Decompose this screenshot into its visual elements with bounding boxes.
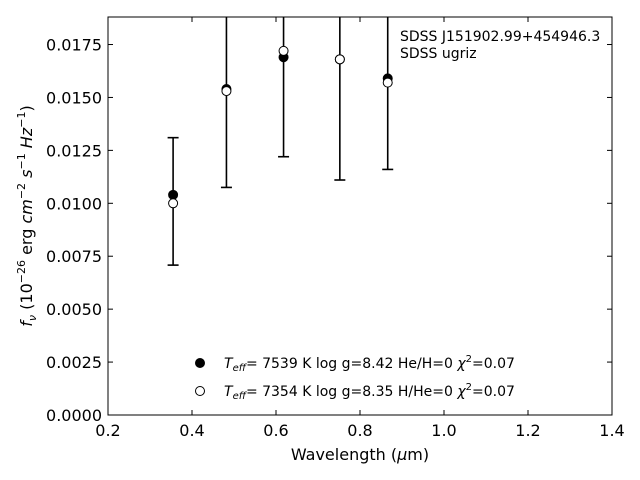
axis-ticks: 0.2 0.4 0.6 0.8 1.0 1.2 1.4 0.0000 0.0025 0.0050 0…	[46, 17, 625, 440]
data-points	[168, 45, 393, 209]
legend: Teff= 7539 K log g=8.42 He/H=0 χ2=0.07 T…	[195, 354, 515, 402]
x-axis-title: Wavelength (μm)	[291, 445, 429, 464]
data-point-open	[278, 45, 289, 56]
legend-label-2: Teff= 7354 K log g=8.35 H/He=0 χ2=0.07	[224, 382, 515, 402]
y-tick-label: 0.0100	[46, 194, 102, 213]
x-tick-label: 1.0	[431, 421, 456, 440]
data-point-open	[382, 77, 393, 88]
data-point-open	[221, 86, 232, 97]
y-axis-title: fν (10−26 erg cm−2 s−1 Hz−1)	[15, 105, 39, 326]
y-tick-label: 0.0125	[46, 141, 102, 160]
legend-marker-open	[195, 386, 205, 396]
x-tick-label: 0.6	[263, 421, 288, 440]
legend-label-1: Teff= 7539 K log g=8.42 He/H=0 χ2=0.07	[224, 354, 515, 374]
y-tick-label: 0.0175	[46, 36, 102, 55]
data-point-open	[168, 198, 179, 209]
legend-marker-filled	[195, 358, 205, 368]
data-point-filled	[168, 189, 179, 200]
x-tick-label: 1.4	[599, 421, 624, 440]
annotation-object: SDSS J151902.99+454946.3	[400, 29, 600, 45]
y-tick-label: 0.0000	[46, 406, 102, 425]
x-tick-label: 0.8	[347, 421, 372, 440]
x-tick-label: 0.4	[179, 421, 204, 440]
annotation-survey: SDSS ugriz	[400, 46, 477, 62]
x-tick-label: 0.2	[95, 421, 120, 440]
y-tick-label: 0.0050	[46, 300, 102, 319]
y-tick-label: 0.0075	[46, 247, 102, 266]
x-tick-label: 1.2	[515, 421, 540, 440]
y-tick-label: 0.0025	[46, 353, 102, 372]
data-point-open	[334, 54, 345, 65]
y-tick-label: 0.0150	[46, 88, 102, 107]
